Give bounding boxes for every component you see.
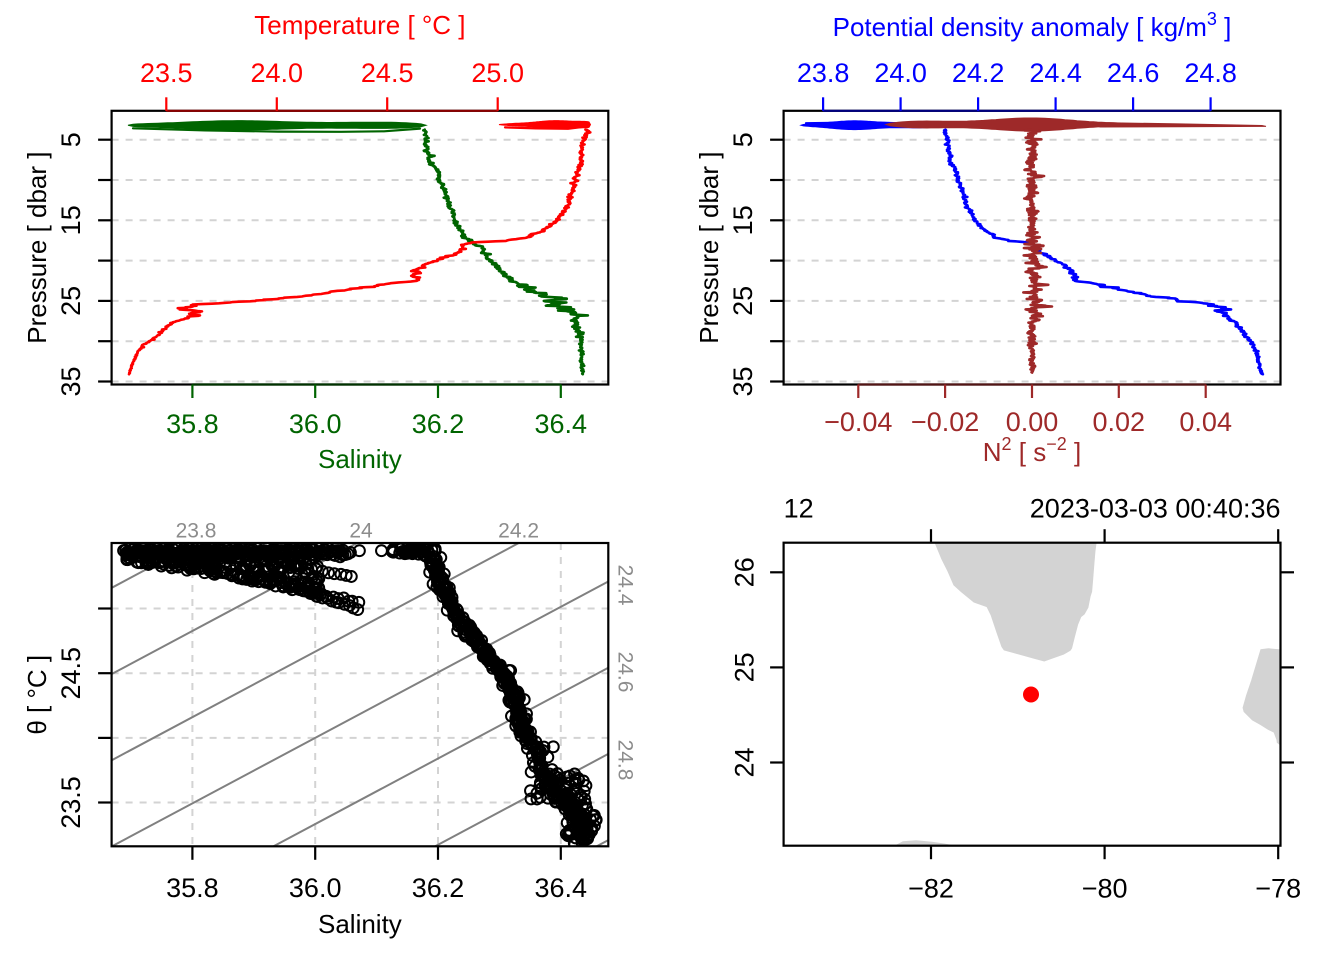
svg-text:26: 26 <box>730 557 760 587</box>
svg-text:N2 [ s−2 ]: N2 [ s−2 ] <box>983 434 1081 467</box>
svg-text:24.4: 24.4 <box>1029 58 1082 88</box>
svg-text:24: 24 <box>349 520 373 543</box>
svg-text:24.6: 24.6 <box>1107 58 1160 88</box>
svg-text:24.5: 24.5 <box>56 647 86 700</box>
svg-text:0.04: 0.04 <box>1179 407 1232 437</box>
svg-text:15: 15 <box>56 205 86 235</box>
svg-text:Potential density anomaly [ kg: Potential density anomaly [ kg/m3 ] <box>833 9 1232 42</box>
svg-text:Salinity: Salinity <box>318 909 402 939</box>
svg-text:36.4: 36.4 <box>535 409 588 439</box>
svg-text:36.2: 36.2 <box>412 409 465 439</box>
svg-text:24.0: 24.0 <box>874 58 927 88</box>
svg-text:2023-03-03 00:40:36: 2023-03-03 00:40:36 <box>1030 494 1281 524</box>
svg-text:35.8: 35.8 <box>166 409 219 439</box>
svg-text:Salinity: Salinity <box>318 444 402 474</box>
svg-text:−80: −80 <box>1082 874 1128 904</box>
svg-text:Pressure [ dbar ]: Pressure [ dbar ] <box>694 151 724 343</box>
svg-text:12: 12 <box>784 494 814 524</box>
svg-text:23.8: 23.8 <box>797 58 850 88</box>
svg-text:23.5: 23.5 <box>140 58 193 88</box>
svg-text:35.8: 35.8 <box>166 873 219 903</box>
svg-text:0.00: 0.00 <box>1006 407 1059 437</box>
svg-text:5: 5 <box>728 132 758 147</box>
svg-text:25.0: 25.0 <box>471 58 524 88</box>
svg-text:24.8: 24.8 <box>614 740 637 781</box>
svg-text:25: 25 <box>728 286 758 316</box>
svg-text:15: 15 <box>728 205 758 235</box>
svg-text:35: 35 <box>56 366 86 396</box>
svg-text:−0.04: −0.04 <box>824 407 892 437</box>
svg-text:−78: −78 <box>1255 874 1301 904</box>
svg-text:36.0: 36.0 <box>289 409 342 439</box>
svg-text:25: 25 <box>56 286 86 316</box>
svg-text:24.2: 24.2 <box>952 58 1005 88</box>
svg-text:24: 24 <box>730 747 760 777</box>
svg-text:Pressure [ dbar ]: Pressure [ dbar ] <box>22 151 52 343</box>
svg-text:24.0: 24.0 <box>251 58 304 88</box>
svg-text:24.2: 24.2 <box>498 520 539 543</box>
svg-text:24.4: 24.4 <box>614 565 637 606</box>
svg-text:5: 5 <box>56 132 86 147</box>
svg-text:24.6: 24.6 <box>614 652 637 693</box>
svg-text:θ [ °C ]: θ [ °C ] <box>22 655 52 735</box>
svg-text:Temperature [ °C ]: Temperature [ °C ] <box>254 10 465 40</box>
svg-text:−82: −82 <box>908 874 954 904</box>
svg-text:35: 35 <box>728 366 758 396</box>
svg-text:36.2: 36.2 <box>412 873 465 903</box>
svg-text:24.8: 24.8 <box>1184 58 1237 88</box>
svg-text:23.5: 23.5 <box>56 776 86 829</box>
svg-text:−0.02: −0.02 <box>911 407 979 437</box>
svg-text:25: 25 <box>730 652 760 682</box>
svg-text:36.0: 36.0 <box>289 873 342 903</box>
svg-text:24.5: 24.5 <box>361 58 414 88</box>
svg-text:0.02: 0.02 <box>1093 407 1146 437</box>
svg-text:23.8: 23.8 <box>176 520 217 543</box>
svg-text:36.4: 36.4 <box>535 873 588 903</box>
